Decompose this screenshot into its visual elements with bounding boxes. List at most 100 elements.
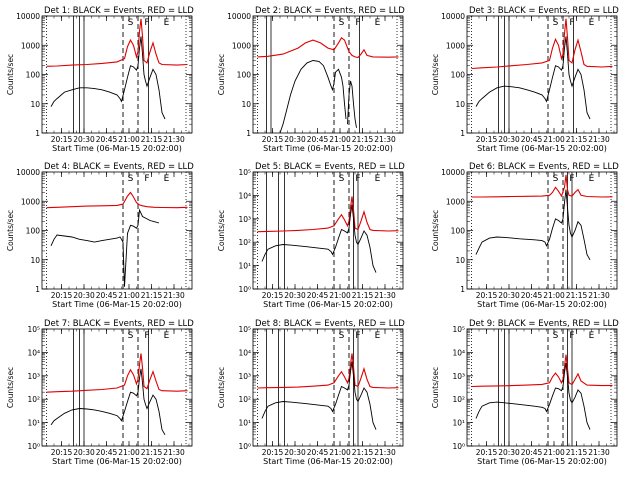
y-tick-label: 10⁵ <box>452 325 465 334</box>
x-tick-label: 21:30 <box>163 135 185 144</box>
y-tick-label: 10² <box>452 395 465 404</box>
y-tick-label: 10³ <box>238 215 251 224</box>
x-tick-label: 21:00 <box>329 448 351 457</box>
panel-title: Det 5: BLACK = Events, RED = LLD <box>255 162 405 172</box>
phase-marker-e: E <box>164 331 170 341</box>
x-tick-label: 20:30 <box>498 291 520 300</box>
y-tick-label: 1 <box>246 129 251 138</box>
panel-title: Det 7: BLACK = Events, RED = LLD <box>44 319 194 329</box>
x-axis-label: Start Time (06-Mar-15 20:02:00) <box>52 457 182 466</box>
x-tick-label: 21:15 <box>352 291 374 300</box>
series-group <box>46 191 188 287</box>
phase-marker-f: F <box>569 18 574 28</box>
y-tick-label: 1000 <box>232 41 251 50</box>
y-tick-label: 1000 <box>21 197 40 206</box>
y-axis-label: Counts/sec <box>217 367 226 408</box>
panel-title: Det 9: BLACK = Events, RED = LLD <box>469 319 619 329</box>
x-tick-label: 21:15 <box>352 135 374 144</box>
panel-title: Det 2: BLACK = Events, RED = LLD <box>255 6 405 16</box>
lld-series-line <box>257 196 399 233</box>
x-tick-label: 21:15 <box>566 448 588 457</box>
y-tick-label: 10⁰ <box>27 442 40 451</box>
detector-panel-5: Det 5: BLACK = Events, RED = LLD 10⁰ 10¹ 10… <box>217 162 405 309</box>
phase-marker-e: E <box>164 18 170 28</box>
series-group <box>471 18 613 120</box>
y-tick-label: 1 <box>35 129 40 138</box>
y-tick-label: 10 <box>30 100 40 109</box>
x-tick-label: 20:45 <box>96 448 118 457</box>
x-tick-label: 20:30 <box>73 135 95 144</box>
x-tick-label: 20:45 <box>307 291 329 300</box>
plot-frame <box>41 15 193 134</box>
x-tick-label: 20:45 <box>96 135 118 144</box>
y-tick-label: 10000 <box>441 12 465 21</box>
phase-marker-f: F <box>144 18 149 28</box>
events-series-line <box>475 363 591 430</box>
plot-frame <box>252 15 404 134</box>
phase-marker-e: E <box>589 18 595 28</box>
plot-frame <box>466 328 618 447</box>
events-series-line <box>50 368 166 436</box>
phase-marker-e: E <box>589 331 595 341</box>
y-tick-label: 1000 <box>446 197 465 206</box>
x-tick-label: 20:30 <box>284 291 306 300</box>
x-tick-label: 20:45 <box>96 291 118 300</box>
x-axis-label: Start Time (06-Mar-15 20:02:00) <box>263 144 393 153</box>
y-axis-label: Counts/sec <box>431 210 440 251</box>
y-tick-label: 10⁰ <box>238 442 251 451</box>
phase-marker-s: S <box>553 331 559 341</box>
x-tick-label: 21:30 <box>588 291 610 300</box>
y-tick-label: 1 <box>460 285 465 294</box>
detector-panel-3: Det 3: BLACK = Events, RED = LLD 1 10 100 10… <box>431 6 619 153</box>
y-tick-label: 100 <box>26 71 41 80</box>
panel-title: Det 8: BLACK = Events, RED = LLD <box>255 319 405 329</box>
series-group <box>46 353 188 436</box>
x-tick-label: 20:15 <box>262 448 284 457</box>
x-tick-label: 20:45 <box>307 135 329 144</box>
x-tick-label: 20:15 <box>51 291 73 300</box>
y-tick-label: 1000 <box>21 41 40 50</box>
x-tick-label: 21:30 <box>374 291 396 300</box>
phase-marker-s: S <box>128 174 134 184</box>
detector-panel-7: Det 7: BLACK = Events, RED = LLD 10⁰ 10¹ 10… <box>6 319 194 466</box>
phase-marker-s: S <box>339 331 345 341</box>
x-tick-label: 20:45 <box>521 291 543 300</box>
x-tick-label: 20:30 <box>498 135 520 144</box>
x-axis-label: Start Time (06-Mar-15 20:02:00) <box>477 144 607 153</box>
lld-series-line <box>46 191 188 209</box>
x-tick-label: 20:15 <box>51 448 73 457</box>
y-tick-label: 10⁰ <box>452 442 465 451</box>
x-axis-label: Start Time (06-Mar-15 20:02:00) <box>52 144 182 153</box>
y-tick-label: 10⁵ <box>27 325 40 334</box>
phase-marker-s: S <box>553 18 559 28</box>
x-tick-label: 21:00 <box>329 291 351 300</box>
x-tick-label: 20:15 <box>51 135 73 144</box>
events-series-line <box>261 361 377 430</box>
phase-marker-f: F <box>569 331 574 341</box>
y-tick-label: 10³ <box>27 372 40 381</box>
y-tick-label: 10¹ <box>238 262 251 271</box>
y-axis-label: Counts/sec <box>431 367 440 408</box>
detector-panel-6: Det 6: BLACK = Events, RED = LLD 1 10 100 10… <box>431 162 619 309</box>
lld-series-line <box>257 353 399 389</box>
y-tick-label: 1000 <box>446 41 465 50</box>
series-group <box>257 196 399 273</box>
lld-series-line <box>471 174 613 198</box>
x-tick-label: 21:00 <box>543 291 565 300</box>
phase-marker-e: E <box>375 18 381 28</box>
y-tick-label: 10¹ <box>27 419 40 428</box>
y-axis-label: Counts/sec <box>217 54 226 95</box>
plot-frame <box>41 328 193 447</box>
y-tick-label: 10³ <box>238 372 251 381</box>
lld-series-line <box>471 18 613 70</box>
phase-marker-f: F <box>355 331 360 341</box>
x-tick-label: 20:30 <box>73 291 95 300</box>
events-series-line <box>50 208 160 287</box>
events-series-line <box>50 36 166 120</box>
y-tick-label: 100 <box>451 227 466 236</box>
x-tick-label: 21:00 <box>329 135 351 144</box>
y-tick-label: 10² <box>238 238 251 247</box>
y-tick-label: 10⁵ <box>238 325 251 334</box>
